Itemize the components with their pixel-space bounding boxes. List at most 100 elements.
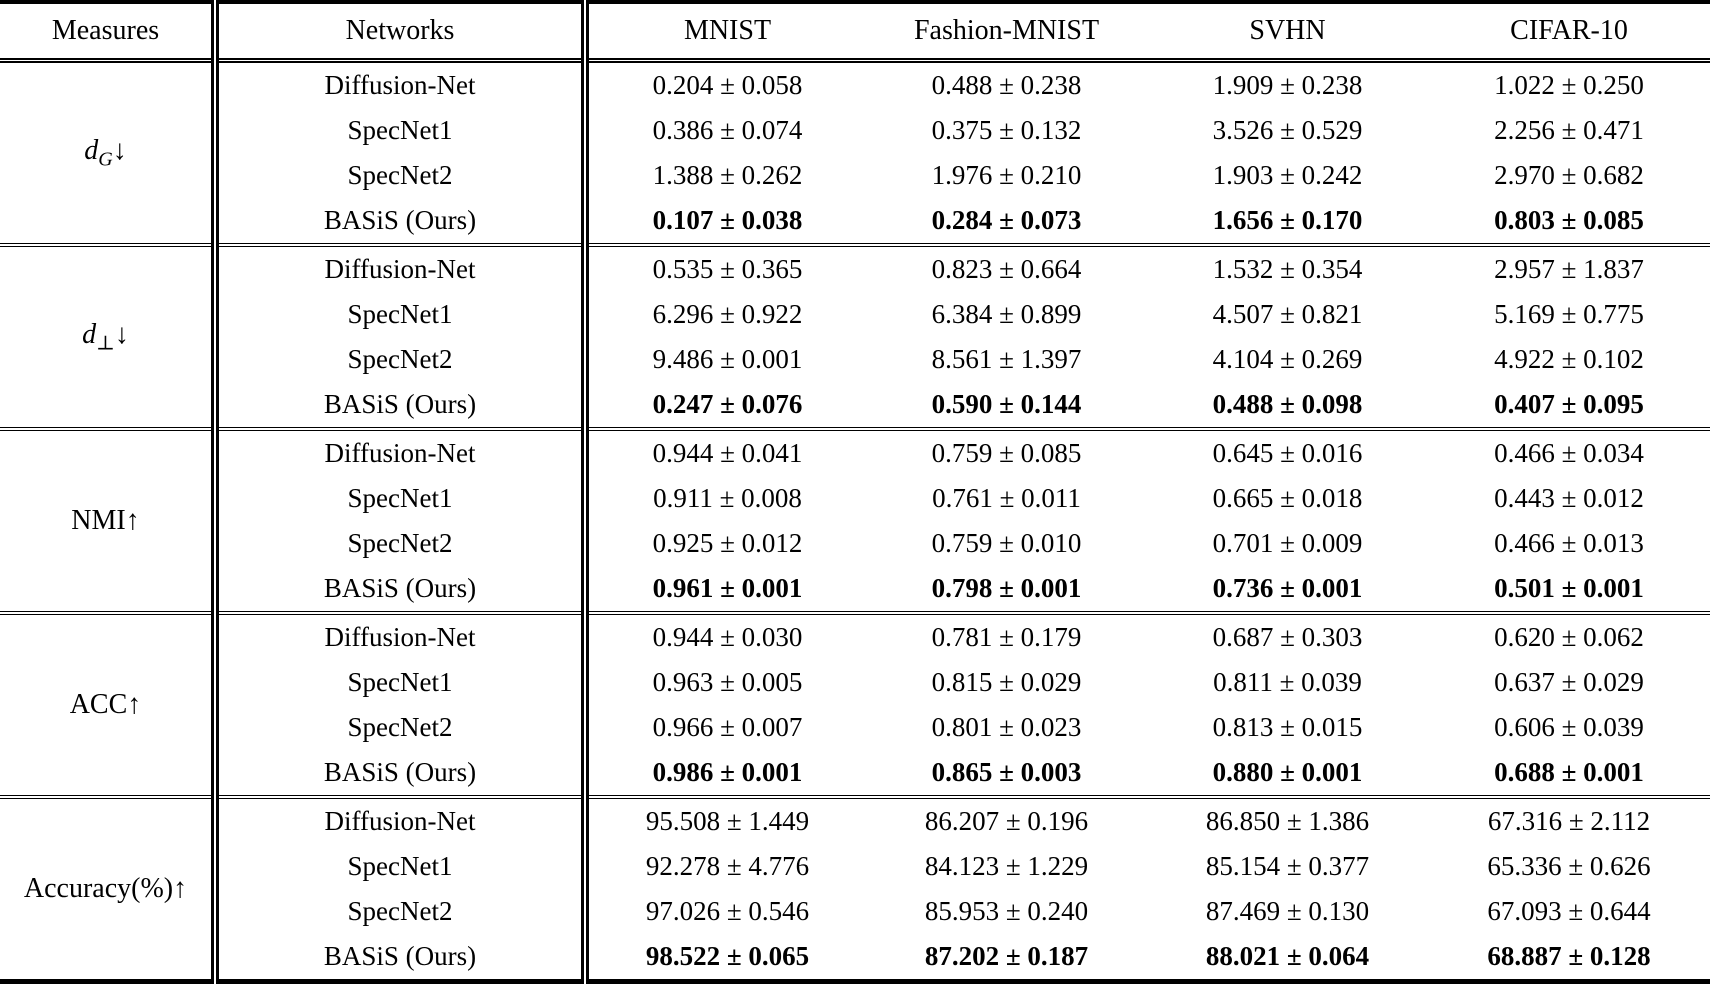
value-cell: 0.466 ± 0.013: [1494, 528, 1644, 558]
network-cell: Diffusion-Net: [211, 613, 585, 660]
table-row-best: BASiS (Ours) 0.247 ± 0.076 0.590 ± 0.144…: [0, 382, 1710, 429]
network-cell: Diffusion-Net: [211, 60, 585, 108]
measure-block-dg: dG↓ Diffusion-Net 0.204 ± 0.058 0.488 ± …: [0, 60, 1710, 245]
value-cell: 0.687 ± 0.303: [1212, 622, 1363, 652]
value-cell: 6.296 ± 0.922: [581, 292, 866, 337]
value-cell: 0.823 ± 0.664: [931, 254, 1082, 284]
value-cell: 0.107 ± 0.038: [581, 198, 866, 245]
table-row: SpecNet2 1.388 ± 0.262 1.976 ± 0.210 1.9…: [0, 153, 1710, 198]
value-cell: 0.944 ± 0.041: [581, 429, 866, 476]
value-cell: 86.850 ± 1.386: [1205, 806, 1370, 836]
measure-block-nmi: NMI↑ Diffusion-Net 0.944 ± 0.041 0.759 ±…: [0, 429, 1710, 613]
value-cell: 4.104 ± 0.269: [1212, 344, 1363, 374]
value-cell: 1.388 ± 0.262: [581, 153, 866, 198]
value-cell: 0.375 ± 0.132: [931, 115, 1082, 145]
value-cell: 84.123 ± 1.229: [924, 851, 1089, 881]
network-cell: BASiS (Ours): [211, 934, 585, 982]
value-cell: 1.903 ± 0.242: [1212, 160, 1363, 190]
value-cell: 0.488 ± 0.238: [931, 70, 1082, 100]
value-cell: 0.247 ± 0.076: [581, 382, 866, 429]
network-cell: SpecNet1: [211, 476, 585, 521]
value-cell: 68.887 ± 0.128: [1487, 941, 1651, 971]
value-cell: 92.278 ± 4.776: [581, 844, 866, 889]
value-cell: 67.093 ± 0.644: [1487, 896, 1651, 926]
value-cell: 4.507 ± 0.821: [1212, 299, 1363, 329]
value-cell: 6.384 ± 0.899: [931, 299, 1082, 329]
column-header-fashion-mnist: Fashion-MNIST: [866, 2, 1147, 63]
table-row: SpecNet1 0.386 ± 0.074 0.375 ± 0.132 3.5…: [0, 108, 1710, 153]
value-cell: 0.880 ± 0.001: [1212, 757, 1363, 787]
value-cell: 0.620 ± 0.062: [1494, 622, 1644, 652]
value-cell: 0.944 ± 0.030: [581, 613, 866, 660]
value-cell: 0.701 ± 0.009: [1212, 528, 1363, 558]
value-cell: 0.501 ± 0.001: [1494, 573, 1644, 603]
value-cell: 0.986 ± 0.001: [581, 750, 866, 797]
value-cell: 0.925 ± 0.012: [581, 521, 866, 566]
value-cell: 0.865 ± 0.003: [931, 757, 1082, 787]
measure-block-acc: ACC↑ Diffusion-Net 0.944 ± 0.030 0.781 ±…: [0, 613, 1710, 797]
value-cell: 2.957 ± 1.837: [1494, 254, 1644, 284]
value-cell: 0.443 ± 0.012: [1494, 483, 1644, 513]
value-cell: 0.966 ± 0.007: [581, 705, 866, 750]
value-cell: 0.801 ± 0.023: [931, 712, 1082, 742]
table-row: SpecNet2 97.026 ± 0.546 85.953 ± 0.240 8…: [0, 889, 1710, 934]
value-cell: 1.656 ± 0.170: [1212, 205, 1363, 235]
value-cell: 95.508 ± 1.449: [581, 797, 866, 844]
value-cell: 0.963 ± 0.005: [581, 660, 866, 705]
table-row: NMI↑ Diffusion-Net 0.944 ± 0.041 0.759 ±…: [0, 429, 1710, 536]
up-arrow-icon: ↑: [125, 505, 140, 536]
value-cell: 0.688 ± 0.001: [1494, 757, 1644, 787]
table-row: SpecNet1 0.911 ± 0.008 0.761 ± 0.011 0.6…: [0, 476, 1710, 521]
value-cell: 0.759 ± 0.010: [931, 528, 1082, 558]
network-cell: SpecNet1: [211, 844, 585, 889]
value-cell: 0.811 ± 0.039: [1213, 667, 1362, 697]
column-header-cifar-10: CIFAR-10: [1428, 2, 1710, 63]
measure-block-accuracy-pct: Accuracy(%)↑ Diffusion-Net 95.508 ± 1.44…: [0, 797, 1710, 982]
value-cell: 0.637 ± 0.029: [1494, 667, 1644, 697]
value-cell: 97.026 ± 0.546: [581, 889, 866, 934]
value-cell: 85.154 ± 0.377: [1205, 851, 1370, 881]
value-cell: 0.815 ± 0.029: [931, 667, 1082, 697]
value-cell: 0.535 ± 0.365: [581, 245, 866, 292]
value-cell: 4.922 ± 0.102: [1494, 344, 1644, 374]
network-cell: BASiS (Ours): [211, 750, 585, 797]
network-cell: SpecNet2: [211, 521, 585, 566]
value-cell: 0.665 ± 0.018: [1212, 483, 1363, 513]
network-cell: Diffusion-Net: [211, 245, 585, 292]
value-cell: 87.469 ± 0.130: [1205, 896, 1370, 926]
value-cell: 1.976 ± 0.210: [931, 160, 1082, 190]
measure-cell-dg: dG↓: [84, 134, 127, 171]
value-cell: 67.316 ± 2.112: [1487, 806, 1651, 836]
table-row-best: BASiS (Ours) 98.522 ± 0.065 87.202 ± 0.1…: [0, 934, 1710, 982]
table-row-best: BASiS (Ours) 0.986 ± 0.001 0.865 ± 0.003…: [0, 750, 1710, 797]
down-arrow-icon: ↓: [112, 134, 127, 166]
table-row: SpecNet2 0.966 ± 0.007 0.801 ± 0.023 0.8…: [0, 705, 1710, 750]
value-cell: 0.606 ± 0.039: [1494, 712, 1644, 742]
value-cell: 0.781 ± 0.179: [931, 622, 1082, 652]
value-cell: 0.759 ± 0.085: [931, 438, 1082, 468]
measure-cell-dperp: d⊥↓: [82, 318, 129, 355]
table-row: SpecNet1 6.296 ± 0.922 6.384 ± 0.899 4.5…: [0, 292, 1710, 337]
header-row: Measures Networks MNIST Fashion-MNIST SV…: [0, 2, 1710, 63]
value-cell: 65.336 ± 0.626: [1487, 851, 1651, 881]
value-cell: 9.486 ± 0.001: [581, 337, 866, 382]
value-cell: 0.961 ± 0.001: [581, 566, 866, 613]
value-cell: 88.021 ± 0.064: [1205, 941, 1370, 971]
value-cell: 2.256 ± 0.471: [1494, 115, 1644, 145]
value-cell: 2.970 ± 0.682: [1494, 160, 1644, 190]
value-cell: 0.911 ± 0.008: [581, 476, 866, 521]
value-cell: 0.798 ± 0.001: [931, 573, 1082, 603]
value-cell: 0.488 ± 0.098: [1212, 389, 1363, 419]
table-row: SpecNet2 9.486 ± 0.001 8.561 ± 1.397 4.1…: [0, 337, 1710, 382]
value-cell: 5.169 ± 0.775: [1494, 299, 1644, 329]
network-cell: SpecNet2: [211, 705, 585, 750]
network-cell: BASiS (Ours): [211, 566, 585, 613]
value-cell: 0.803 ± 0.085: [1494, 205, 1644, 235]
table-row: dG↓ Diffusion-Net 0.204 ± 0.058 0.488 ± …: [0, 60, 1710, 170]
value-cell: 1.532 ± 0.354: [1212, 254, 1363, 284]
column-header-measures: Measures: [0, 2, 215, 63]
table-row-best: BASiS (Ours) 0.961 ± 0.001 0.798 ± 0.001…: [0, 566, 1710, 613]
table-row: SpecNet1 0.963 ± 0.005 0.815 ± 0.029 0.8…: [0, 660, 1710, 705]
measure-cell-accuracy-pct: Accuracy(%)↑: [23, 873, 188, 904]
network-cell: Diffusion-Net: [211, 797, 585, 844]
